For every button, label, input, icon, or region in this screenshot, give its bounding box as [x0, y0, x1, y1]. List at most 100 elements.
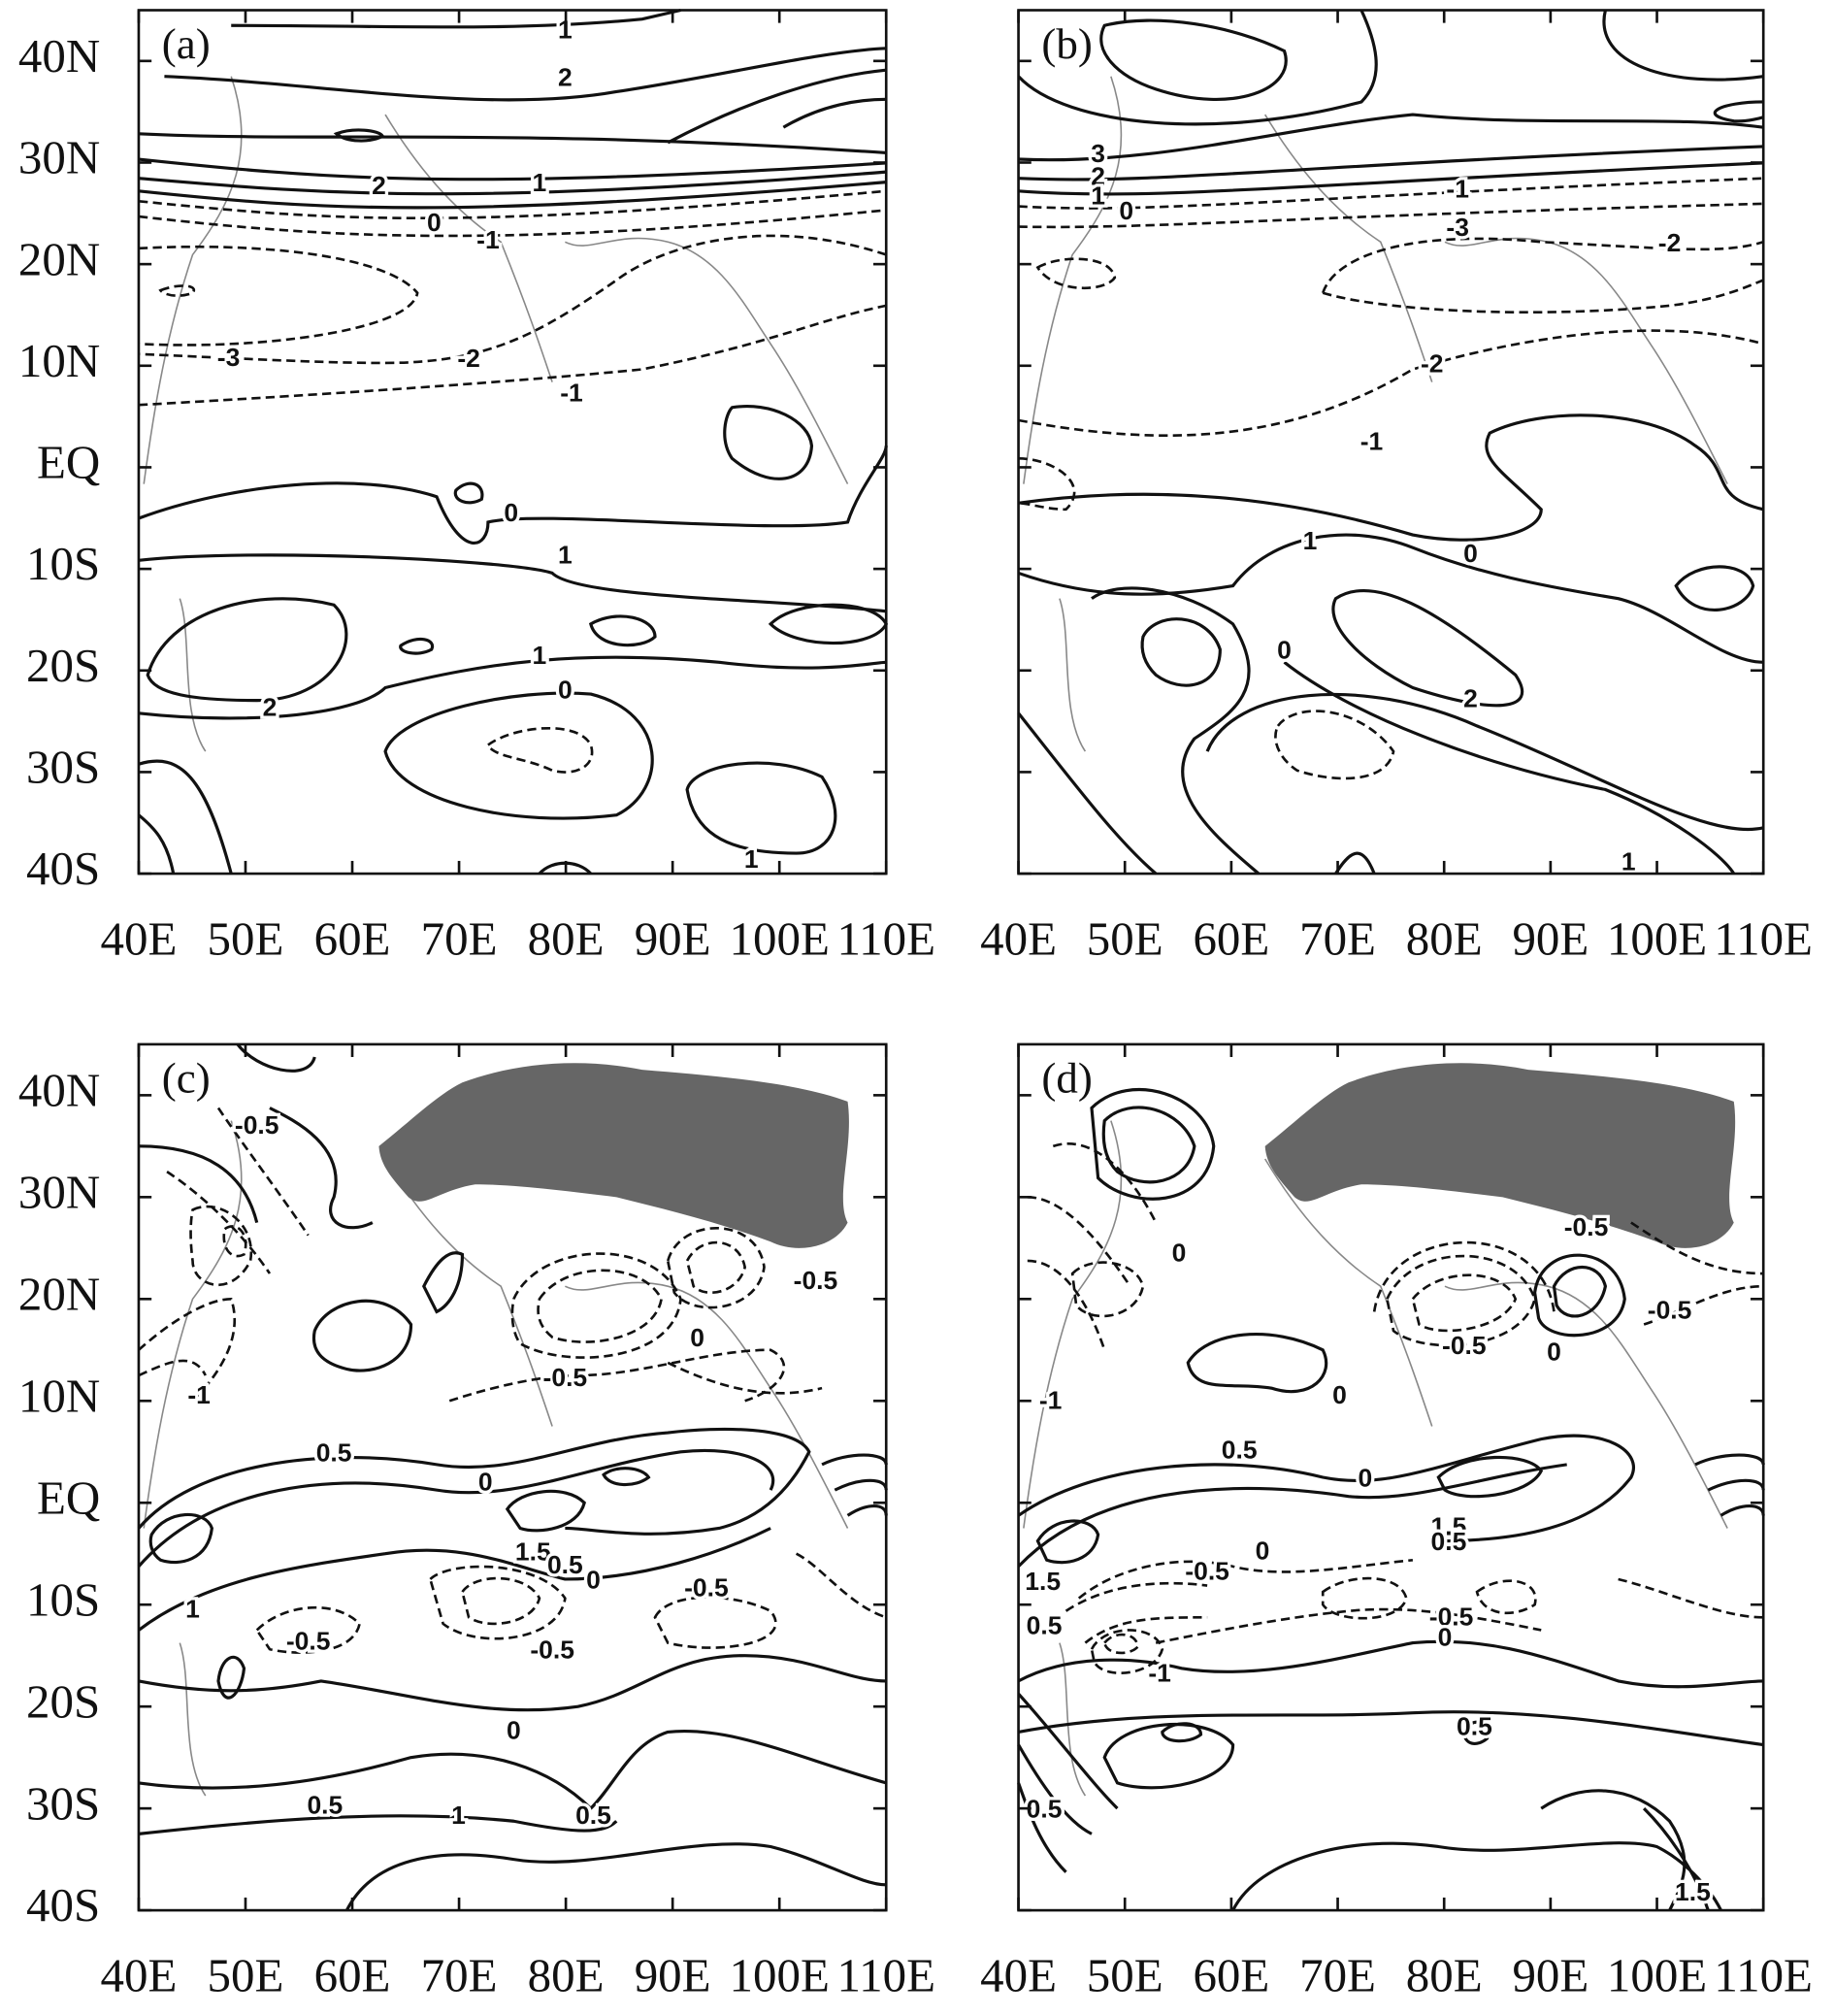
- x-tick-label: 90E: [1512, 1950, 1588, 2002]
- contour-label: 2: [558, 62, 573, 91]
- contour-label: 0.5: [1457, 1712, 1492, 1741]
- x-tick-label: 110E: [1714, 1950, 1813, 2002]
- x-tick-label: 50E: [1087, 913, 1163, 966]
- x-tick-label: 100E: [730, 913, 830, 966]
- x-tick-label: 60E: [314, 913, 391, 966]
- y-tick-label: 10S: [26, 538, 100, 590]
- y-tick-label: EQ: [37, 437, 100, 489]
- plateau: [1264, 1063, 1736, 1248]
- y-tick-label: 30N: [18, 1167, 100, 1219]
- y-tick-label: 20S: [26, 1675, 100, 1728]
- y-tick-label: 10S: [26, 1574, 100, 1627]
- contour-label: 0: [1172, 1238, 1187, 1267]
- panel-frame: [137, 9, 888, 876]
- y-tick-label: 30S: [26, 1777, 100, 1830]
- contour-label: -1: [476, 225, 500, 254]
- x-tick-label: 110E: [836, 913, 935, 966]
- contour-label: 0.5: [575, 1801, 611, 1830]
- contour-label: -1: [560, 379, 583, 408]
- panel-label: (c): [162, 1054, 211, 1103]
- contour-label: -0.5: [286, 1627, 331, 1656]
- x-tick-label: 60E: [1193, 913, 1269, 966]
- contour-label: -0.5: [543, 1363, 588, 1392]
- contour-label: 2: [1463, 684, 1478, 713]
- y-tick-label: 30S: [26, 742, 100, 794]
- contour-label: 1: [533, 641, 547, 670]
- x-tick-label: 80E: [528, 1950, 605, 2002]
- y-tick-label: 40S: [26, 1879, 100, 1932]
- contour-label: -1: [1446, 175, 1469, 204]
- contour-label: -3: [217, 343, 241, 372]
- contour-label: 0.5: [316, 1438, 352, 1467]
- x-tick-label: 50E: [1087, 1950, 1163, 2002]
- contour-label: 0: [586, 1566, 601, 1595]
- x-tick-label: 40E: [980, 1950, 1057, 2002]
- contour-label: -1: [187, 1380, 211, 1409]
- x-tick-label: 70E: [1299, 1950, 1376, 2002]
- x-tick-label: 90E: [635, 1950, 711, 2002]
- x-tick-label: 80E: [528, 913, 605, 966]
- contour-label: 0: [1256, 1536, 1270, 1565]
- x-tick-label: 110E: [1714, 913, 1813, 966]
- contour-label: -0.5: [530, 1636, 574, 1665]
- contours-b: [1017, 9, 1764, 876]
- x-tick-label: 60E: [314, 1950, 391, 2002]
- contour-label: -1: [1039, 1386, 1063, 1415]
- contour-label: 0.5: [547, 1550, 583, 1579]
- contour-label: 0: [504, 498, 518, 527]
- x-tick-label: 40E: [980, 913, 1057, 966]
- contour-label: 2: [372, 171, 386, 200]
- contour-label: -0.5: [1442, 1331, 1487, 1360]
- y-tick-label: 40S: [26, 843, 100, 895]
- contour-label: 1: [1091, 181, 1105, 210]
- contour-label: -1: [1360, 427, 1384, 456]
- x-tick-label: 70E: [1299, 913, 1376, 966]
- x-tick-label: 90E: [1512, 913, 1588, 966]
- contour-label: 1: [744, 844, 759, 874]
- contour-label: 1.5: [515, 1537, 551, 1567]
- contour-label: 0.5: [1222, 1436, 1258, 1465]
- x-tick-label: 90E: [635, 913, 711, 966]
- contour-label: -2: [1658, 228, 1682, 257]
- contour-label: 0: [1277, 636, 1292, 665]
- contour-label: -0.5: [1429, 1603, 1474, 1632]
- contour-label: 0.5: [1431, 1527, 1467, 1556]
- x-tick-label: 110E: [836, 1950, 935, 2002]
- contour-label: 0: [427, 208, 442, 237]
- contour-label: 0: [478, 1468, 493, 1497]
- contour-label: -0.5: [684, 1572, 729, 1602]
- x-tick-label: 70E: [421, 1950, 498, 2002]
- contour-label: 0: [690, 1323, 704, 1352]
- x-tick-label: 70E: [421, 913, 498, 966]
- contour-label: 0.5: [307, 1791, 343, 1820]
- contour-label: -0.5: [1564, 1212, 1609, 1241]
- x-tick-label: 80E: [1406, 1950, 1483, 2002]
- contour-label: 3: [1091, 139, 1105, 168]
- contours-c: [137, 1042, 888, 1911]
- contour-label: -1: [1148, 1658, 1171, 1687]
- contour-label: 0.5: [1027, 1795, 1063, 1824]
- contour-label: 0: [1463, 539, 1478, 568]
- x-tick-label: 40E: [101, 913, 178, 966]
- contour-label: 1.5: [1675, 1877, 1711, 1906]
- contour-label: 2: [263, 693, 278, 722]
- contour-label: 0: [1359, 1464, 1373, 1493]
- panel-frame: [1017, 9, 1765, 876]
- y-tick-label: 40N: [18, 30, 100, 83]
- contour-label: -2: [1421, 349, 1444, 379]
- panel-frame: [1017, 1042, 1765, 1912]
- x-tick-label: 80E: [1406, 913, 1483, 966]
- y-tick-label: 20N: [18, 1269, 100, 1321]
- x-tick-label: 50E: [208, 1950, 284, 2002]
- panel-label: (d): [1041, 1054, 1092, 1103]
- y-tick-label: EQ: [37, 1472, 100, 1525]
- contour-label: -0.5: [794, 1266, 838, 1295]
- x-tick-label: 100E: [1607, 913, 1707, 966]
- contour-label: 1.5: [1431, 1512, 1467, 1541]
- y-tick-label: 10N: [18, 335, 100, 387]
- contour-label: 0: [1332, 1380, 1347, 1409]
- y-tick-label: 20S: [26, 640, 100, 692]
- x-tick-label: 50E: [208, 913, 284, 966]
- contour-label: 1: [558, 540, 573, 569]
- y-tick-label: 20N: [18, 233, 100, 285]
